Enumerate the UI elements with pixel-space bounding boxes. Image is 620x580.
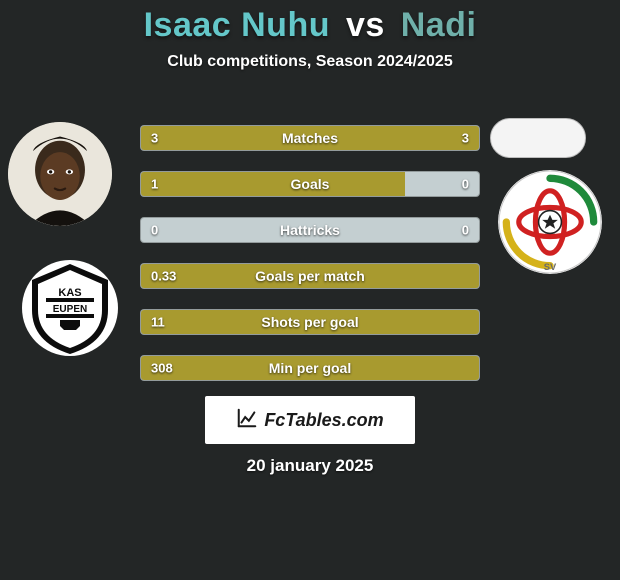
title-vs: vs xyxy=(346,6,385,44)
fctables-watermark: FcTables.com xyxy=(205,396,415,444)
player1-avatar xyxy=(8,122,112,226)
svg-text:EUPEN: EUPEN xyxy=(53,304,87,315)
club1-badge: KAS EUPEN xyxy=(20,258,120,358)
metric-label: Hattricks xyxy=(280,222,340,238)
metric-row: 11 Shots per goal xyxy=(140,309,480,335)
value-left: 3 xyxy=(151,131,158,146)
metric-row: 3 Matches 3 xyxy=(140,125,480,151)
page-title: Isaac Nuhu vs Nadi xyxy=(0,0,620,45)
metric-row: 0.33 Goals per match xyxy=(140,263,480,289)
chart-icon xyxy=(236,407,258,434)
metric-label: Goals per match xyxy=(255,268,365,284)
club2-badge: SV xyxy=(498,170,602,274)
player2-avatar xyxy=(490,118,586,158)
metric-label: Goals xyxy=(291,176,330,192)
metric-row: 1 Goals 0 xyxy=(140,171,480,197)
metric-row: 308 Min per goal xyxy=(140,355,480,381)
metric-row: 0 Hattricks 0 xyxy=(140,217,480,243)
value-right: 0 xyxy=(462,223,469,238)
value-left: 11 xyxy=(151,315,165,330)
title-player2: Nadi xyxy=(401,6,477,44)
comparison-chart: 3 Matches 3 1 Goals 0 0 Hattricks 0 0.33 Goals per… xyxy=(140,125,480,401)
value-left: 1 xyxy=(151,177,158,192)
value-left: 0.33 xyxy=(151,269,176,284)
value-left: 308 xyxy=(151,361,173,376)
bar-left xyxy=(141,172,405,196)
date: 20 january 2025 xyxy=(0,456,620,476)
svg-text:SV: SV xyxy=(544,262,557,272)
value-right: 3 xyxy=(462,131,469,146)
watermark-text: FcTables.com xyxy=(264,410,383,431)
title-player1: Isaac Nuhu xyxy=(144,6,330,44)
subtitle: Club competitions, Season 2024/2025 xyxy=(0,53,620,71)
svg-text:KAS: KAS xyxy=(58,287,81,299)
metric-label: Matches xyxy=(282,130,338,146)
metric-label: Shots per goal xyxy=(261,314,358,330)
metric-label: Min per goal xyxy=(269,360,351,376)
value-right: 0 xyxy=(462,177,469,192)
value-left: 0 xyxy=(151,223,158,238)
